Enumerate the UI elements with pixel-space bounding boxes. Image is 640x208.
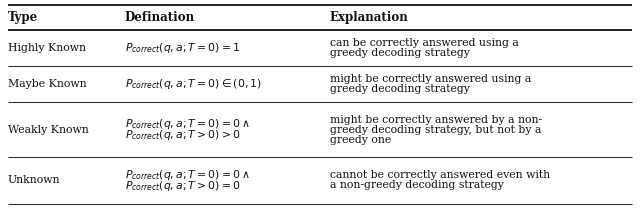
Text: might be correctly answered using a: might be correctly answered using a (330, 74, 531, 84)
Text: a non-greedy decoding strategy: a non-greedy decoding strategy (330, 180, 504, 190)
Text: Explanation: Explanation (330, 11, 408, 24)
Text: greedy one: greedy one (330, 135, 391, 145)
Text: Maybe Known: Maybe Known (8, 79, 86, 89)
Text: might be correctly answered by a non-: might be correctly answered by a non- (330, 115, 541, 125)
Text: Highly Known: Highly Known (8, 43, 86, 53)
Text: Defination: Defination (125, 11, 195, 24)
Text: Weakly Known: Weakly Known (8, 125, 88, 135)
Text: $P_{correct}(q, a; T = 0) = 0 \wedge$: $P_{correct}(q, a; T = 0) = 0 \wedge$ (125, 168, 250, 182)
Text: $P_{correct}(q, a; T = 0) = 0 \wedge$: $P_{correct}(q, a; T = 0) = 0 \wedge$ (125, 117, 250, 131)
Text: greedy decoding strategy, but not by a: greedy decoding strategy, but not by a (330, 125, 541, 135)
Text: Unknown: Unknown (8, 175, 60, 185)
Text: greedy decoding strategy: greedy decoding strategy (330, 48, 470, 58)
Text: greedy decoding strategy: greedy decoding strategy (330, 84, 470, 94)
Text: $P_{correct}(q, a; T > 0) > 0$: $P_{correct}(q, a; T > 0) > 0$ (125, 128, 241, 142)
Text: can be correctly answered using a: can be correctly answered using a (330, 38, 518, 48)
Text: cannot be correctly answered even with: cannot be correctly answered even with (330, 170, 550, 180)
Text: Type: Type (8, 11, 38, 24)
Text: $P_{correct}(q, a; T = 0) \in (0, 1)$: $P_{correct}(q, a; T = 0) \in (0, 1)$ (125, 77, 262, 91)
Text: $P_{correct}(q, a; T = 0) = 1$: $P_{correct}(q, a; T = 0) = 1$ (125, 41, 240, 55)
Text: $P_{correct}(q, a; T > 0) = 0$: $P_{correct}(q, a; T > 0) = 0$ (125, 179, 241, 193)
